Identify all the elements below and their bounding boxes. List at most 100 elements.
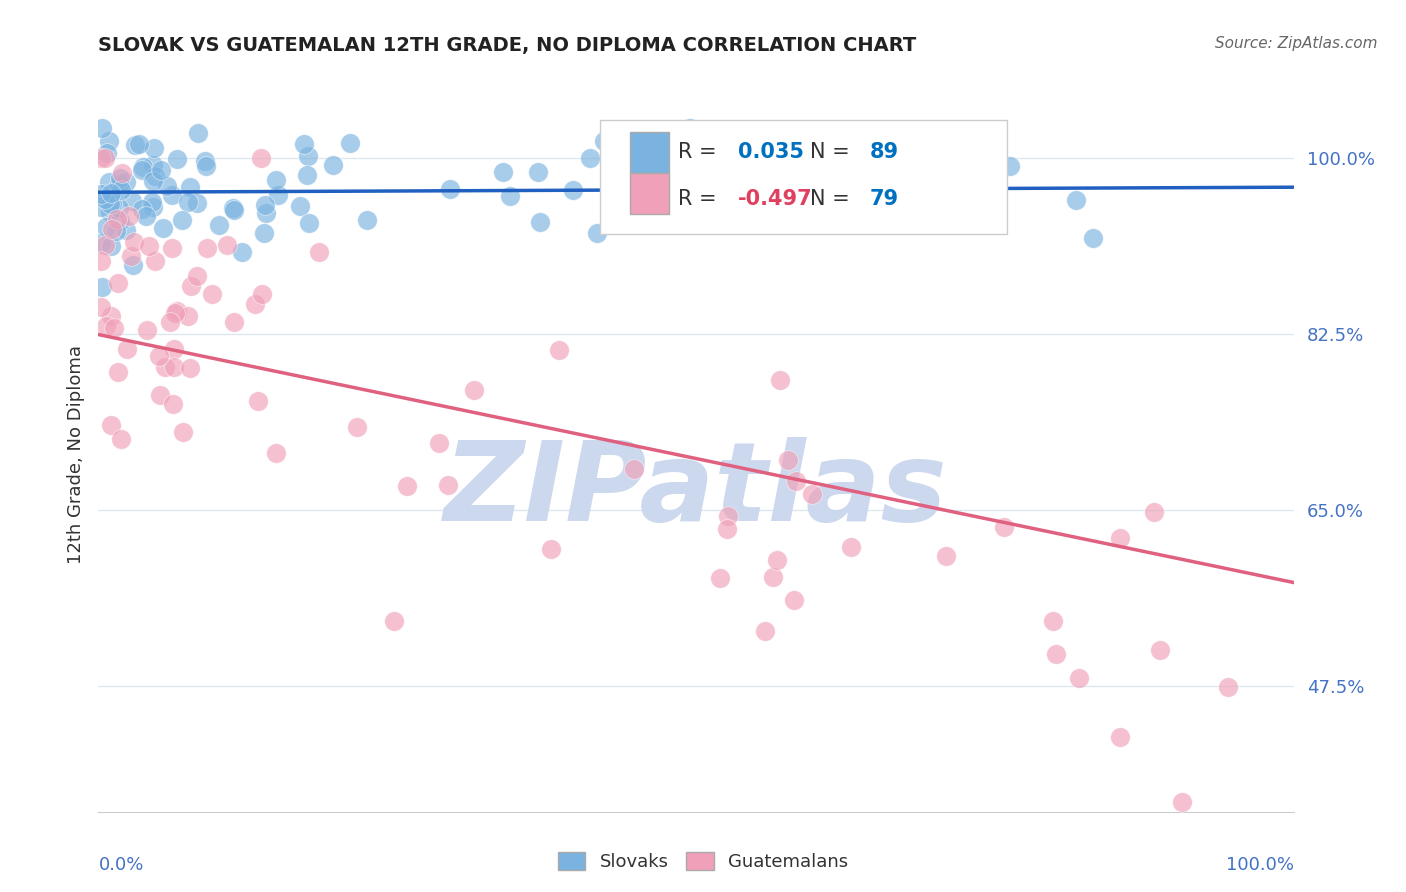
Point (180, 278, 202, 293)
Point (90, 152, 112, 166)
Point (115, 223, 138, 237)
Point (107, 276, 129, 290)
Point (1081, 230, 1104, 244)
Point (540, 542, 562, 557)
Point (100, 417, 122, 432)
Text: N =: N = (810, 189, 856, 210)
Point (623, 462, 645, 476)
Point (145, 254, 167, 268)
Point (396, 479, 419, 493)
Point (108, 170, 131, 185)
Point (107, 365, 129, 379)
Point (339, 136, 361, 150)
Point (201, 286, 224, 301)
Point (195, 240, 218, 254)
Point (110, 183, 132, 197)
Point (709, 571, 731, 585)
Point (111, 166, 134, 180)
Point (179, 179, 201, 194)
Point (703, 196, 725, 211)
Point (1109, 730, 1132, 744)
Point (90, 254, 112, 268)
Text: R =: R = (678, 189, 723, 210)
Point (222, 201, 245, 215)
Point (91, 121, 114, 136)
Point (839, 540, 862, 554)
Point (785, 474, 807, 488)
Point (118, 209, 141, 223)
Point (207, 218, 229, 232)
Text: 0.035: 0.035 (738, 142, 804, 161)
Point (150, 163, 173, 178)
Point (217, 238, 239, 252)
Text: R =: R = (678, 142, 723, 161)
Point (683, 145, 706, 160)
Point (131, 162, 153, 177)
Point (122, 258, 145, 272)
Point (135, 210, 157, 224)
Point (143, 169, 166, 183)
Point (776, 453, 799, 467)
Point (1171, 795, 1194, 809)
Point (141, 195, 163, 210)
Point (252, 226, 274, 240)
Point (101, 222, 124, 236)
Point (222, 202, 245, 217)
Point (160, 241, 183, 255)
Point (105, 224, 128, 238)
Text: -0.497: -0.497 (738, 189, 813, 210)
Point (152, 221, 174, 235)
Point (267, 188, 290, 202)
Point (91, 280, 114, 294)
Point (222, 315, 245, 329)
Point (90, 300, 112, 314)
Point (592, 134, 614, 148)
Point (231, 244, 253, 259)
Point (1042, 614, 1064, 628)
Point (297, 148, 319, 162)
Point (172, 425, 194, 440)
Point (437, 477, 460, 491)
Text: 0.0%: 0.0% (98, 856, 143, 874)
Point (155, 360, 177, 375)
Point (90, 187, 112, 202)
Point (499, 189, 522, 203)
Point (187, 126, 209, 140)
Point (716, 522, 738, 536)
Point (138, 239, 160, 253)
Text: 100.0%: 100.0% (1226, 856, 1294, 874)
Point (94, 152, 117, 166)
Point (643, 183, 665, 197)
Point (1216, 681, 1239, 695)
Point (717, 508, 740, 523)
Point (969, 212, 991, 227)
Point (162, 397, 184, 411)
Point (194, 154, 217, 169)
Point (308, 245, 330, 260)
Point (100, 205, 122, 219)
Point (94, 318, 117, 333)
Point (124, 138, 146, 153)
Point (101, 186, 124, 200)
Point (935, 549, 957, 563)
Point (264, 446, 287, 460)
Point (166, 304, 188, 318)
Point (103, 321, 125, 335)
Point (90, 200, 112, 214)
Point (100, 186, 122, 201)
Point (93, 193, 115, 207)
Legend: Slovaks, Guatemalans: Slovaks, Guatemalans (551, 845, 855, 879)
Point (121, 194, 143, 208)
Point (163, 342, 186, 356)
Point (264, 173, 287, 187)
Point (186, 268, 208, 283)
Point (669, 135, 692, 149)
Point (100, 197, 122, 211)
Point (143, 141, 166, 155)
Point (98, 196, 121, 211)
Point (122, 235, 145, 249)
Point (754, 624, 776, 639)
Point (97, 134, 120, 148)
Point (769, 374, 792, 388)
Point (131, 202, 153, 216)
